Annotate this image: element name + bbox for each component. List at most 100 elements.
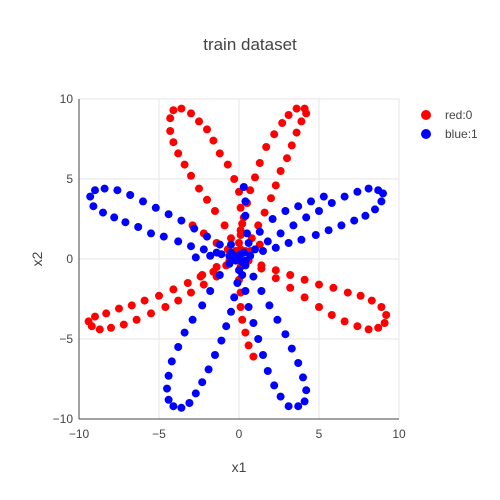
data-point[interactable]: [236, 226, 245, 235]
data-point[interactable]: [180, 328, 189, 337]
data-point[interactable]: [166, 127, 175, 135]
data-point[interactable]: [236, 250, 245, 259]
data-point[interactable]: [164, 210, 173, 219]
data-point[interactable]: [297, 117, 306, 126]
data-point[interactable]: [254, 335, 263, 343]
data-point[interactable]: [255, 159, 264, 167]
data-point[interactable]: [292, 128, 301, 137]
data-point[interactable]: [164, 371, 173, 380]
data-point[interactable]: [174, 149, 183, 158]
data-point[interactable]: [286, 283, 295, 292]
data-point[interactable]: [300, 397, 309, 406]
data-point[interactable]: [315, 303, 323, 311]
data-point[interactable]: [283, 154, 291, 163]
data-point[interactable]: [324, 226, 333, 235]
data-point[interactable]: [249, 352, 258, 361]
data-point[interactable]: [198, 301, 207, 310]
data-point[interactable]: [287, 141, 296, 150]
data-point[interactable]: [239, 183, 248, 191]
data-point[interactable]: [278, 119, 287, 127]
data-point[interactable]: [276, 229, 285, 238]
data-point[interactable]: [267, 194, 275, 203]
data-point[interactable]: [276, 392, 285, 401]
data-point[interactable]: [315, 280, 323, 289]
data-point[interactable]: [230, 293, 239, 302]
data-point[interactable]: [371, 205, 379, 214]
data-point[interactable]: [206, 251, 215, 260]
data-point[interactable]: [254, 221, 263, 230]
data-point[interactable]: [95, 325, 104, 334]
data-point[interactable]: [87, 322, 96, 331]
data-point[interactable]: [119, 320, 128, 329]
data-point[interactable]: [327, 311, 336, 319]
data-point[interactable]: [140, 296, 149, 305]
data-point[interactable]: [167, 357, 176, 366]
data-point[interactable]: [337, 221, 346, 230]
data-point[interactable]: [180, 160, 189, 169]
data-point[interactable]: [284, 402, 293, 411]
data-point[interactable]: [91, 186, 99, 195]
data-point[interactable]: [327, 199, 336, 207]
data-point[interactable]: [174, 343, 183, 351]
data-point[interactable]: [169, 138, 178, 147]
data-point[interactable]: [241, 211, 250, 220]
data-point[interactable]: [169, 285, 178, 294]
data-point[interactable]: [300, 104, 309, 113]
data-point[interactable]: [284, 111, 293, 119]
data-point[interactable]: [367, 296, 376, 305]
data-point[interactable]: [191, 389, 200, 398]
data-point[interactable]: [271, 243, 280, 252]
data-point[interactable]: [161, 303, 170, 311]
data-point[interactable]: [89, 202, 98, 211]
data-point[interactable]: [340, 192, 349, 201]
data-point[interactable]: [292, 104, 301, 113]
data-point[interactable]: [350, 216, 359, 225]
data-point[interactable]: [238, 271, 247, 279]
data-point[interactable]: [227, 307, 235, 316]
data-point[interactable]: [286, 271, 295, 279]
data-point[interactable]: [195, 184, 203, 193]
data-point[interactable]: [91, 312, 99, 321]
data-point[interactable]: [259, 351, 267, 359]
data-point[interactable]: [187, 288, 195, 297]
data-point[interactable]: [159, 232, 168, 241]
data-point[interactable]: [166, 114, 175, 123]
data-point[interactable]: [294, 359, 303, 367]
data-point[interactable]: [164, 395, 173, 404]
data-point[interactable]: [204, 365, 213, 374]
data-point[interactable]: [236, 303, 245, 311]
data-point[interactable]: [319, 192, 328, 201]
data-point[interactable]: [139, 197, 147, 206]
data-point[interactable]: [263, 367, 272, 375]
data-point[interactable]: [183, 279, 192, 287]
data-point[interactable]: [380, 319, 389, 327]
data-point[interactable]: [134, 223, 143, 231]
data-point[interactable]: [227, 234, 235, 243]
data-point[interactable]: [220, 221, 229, 230]
data-point[interactable]: [281, 330, 290, 339]
data-point[interactable]: [364, 184, 373, 193]
data-point[interactable]: [382, 311, 391, 319]
data-point[interactable]: [174, 296, 183, 305]
data-point[interactable]: [190, 224, 199, 233]
data-point[interactable]: [195, 117, 203, 126]
data-point[interactable]: [209, 267, 218, 276]
data-point[interactable]: [262, 143, 271, 151]
data-point[interactable]: [132, 315, 141, 324]
data-point[interactable]: [100, 184, 109, 193]
data-point[interactable]: [233, 279, 242, 287]
data-point[interactable]: [244, 239, 253, 247]
data-point[interactable]: [353, 322, 362, 331]
data-point[interactable]: [251, 173, 259, 182]
data-point[interactable]: [241, 256, 250, 265]
data-point[interactable]: [185, 399, 194, 407]
data-point[interactable]: [302, 213, 311, 222]
data-point[interactable]: [177, 104, 186, 113]
legend-item-blue[interactable]: blue:1: [421, 127, 478, 141]
data-point[interactable]: [244, 303, 253, 311]
data-point[interactable]: [263, 237, 272, 246]
data-point[interactable]: [329, 283, 338, 292]
data-point[interactable]: [315, 207, 323, 215]
data-point[interactable]: [356, 291, 365, 300]
data-point[interactable]: [187, 171, 195, 180]
